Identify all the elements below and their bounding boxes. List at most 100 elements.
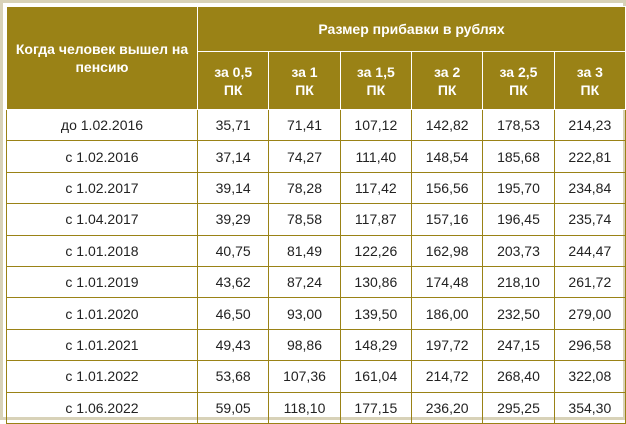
column-header-line2: ПК	[295, 81, 314, 98]
column-header-line2: ПК	[223, 81, 243, 98]
date-cell: до 1.02.2016	[6, 108, 198, 142]
value-cell: 236,20	[410, 391, 484, 424]
value-cell: 53,68	[196, 360, 270, 393]
table-body: до 1.02.2016 35,71 71,41 107,12 142,82 178,53…	[6, 108, 626, 424]
value-cell: 35,71	[196, 108, 270, 142]
value-cell: 87,24	[268, 265, 341, 299]
value-cell: 43,62	[196, 265, 270, 299]
column-header-line1: за 3	[576, 63, 603, 80]
date-cell: с 1.06.2022	[6, 391, 198, 424]
row-header-label: Когда человек вышел на пенсию	[15, 41, 189, 75]
value-cell: 195,70	[482, 171, 555, 205]
value-cell: 279,00	[553, 297, 626, 330]
column-header-line1: за 0,5	[214, 63, 253, 80]
value-cell: 39,14	[196, 171, 270, 205]
value-cell: 203,73	[482, 234, 555, 267]
value-cell: 71,41	[268, 108, 341, 142]
column-header: за 0,5 ПК	[196, 51, 270, 110]
date-cell: с 1.01.2021	[6, 328, 198, 362]
column-header-line2: ПК	[366, 81, 386, 98]
column-header: за 2 ПК	[410, 51, 484, 110]
table-row: с 1.04.2017 39,29 78,58 117,87 157,16 196,45 2…	[6, 203, 626, 236]
value-cell: 162,98	[410, 234, 484, 267]
date-cell: с 1.01.2019	[6, 265, 198, 299]
value-cell: 78,58	[268, 203, 341, 236]
date-cell: с 1.01.2022	[6, 360, 198, 393]
value-cell: 222,81	[553, 140, 626, 173]
value-cell: 196,45	[482, 203, 555, 236]
value-cell: 296,58	[553, 328, 626, 362]
value-cell: 178,53	[482, 108, 555, 142]
value-cell: 40,75	[196, 234, 270, 267]
value-cell: 174,48	[410, 265, 484, 299]
table-row: с 1.01.2022 53,68 107,36 161,04 214,72 268,40…	[6, 360, 626, 393]
value-cell: 295,25	[482, 391, 555, 424]
value-cell: 156,56	[410, 171, 484, 205]
value-cell: 74,27	[268, 140, 341, 173]
column-header: за 2,5 ПК	[482, 51, 555, 110]
column-header-line2: ПК	[437, 81, 457, 98]
value-cell: 235,74	[553, 203, 626, 236]
date-cell: с 1.02.2017	[6, 171, 198, 205]
value-cell: 268,40	[482, 360, 555, 393]
value-cell: 93,00	[268, 297, 341, 330]
value-cell: 161,04	[339, 360, 412, 393]
column-header-line2: ПК	[580, 81, 600, 98]
value-cell: 49,43	[196, 328, 270, 362]
value-cell: 37,14	[196, 140, 270, 173]
date-cell: с 1.02.2016	[6, 140, 198, 173]
value-cell: 244,47	[553, 234, 626, 267]
value-cell: 185,68	[482, 140, 555, 173]
value-cell: 261,72	[553, 265, 626, 299]
value-cell: 107,12	[339, 108, 412, 142]
value-cell: 232,50	[482, 297, 555, 330]
pension-increase-table: Когда человек вышел на пенсию Размер при…	[6, 6, 626, 424]
column-header: за 1,5 ПК	[339, 51, 412, 110]
value-cell: 186,00	[410, 297, 484, 330]
date-cell: с 1.01.2018	[6, 234, 198, 267]
value-cell: 214,72	[410, 360, 484, 393]
column-header-line1: за 2,5	[499, 63, 538, 80]
table-row: с 1.01.2020 46,50 93,00 139,50 186,00 232,50 2…	[6, 297, 626, 330]
column-header: за 1 ПК	[268, 51, 341, 110]
value-cell: 122,26	[339, 234, 412, 267]
value-cell: 98,86	[268, 328, 341, 362]
value-cell: 111,40	[339, 140, 412, 173]
table-row: с 1.02.2016 37,14 74,27 111,40 148,54 185,68 2…	[6, 140, 626, 173]
value-cell: 197,72	[410, 328, 484, 362]
group-header-cell: Размер прибавки в рублях	[197, 6, 626, 52]
value-cell: 214,23	[553, 108, 626, 142]
row-header-cell: Когда человек вышел на пенсию	[6, 6, 198, 110]
column-header-line2: ПК	[509, 81, 528, 98]
value-cell: 142,82	[410, 108, 484, 142]
table-row: с 1.06.2022 59,05 118,10 177,15 236,20 295,25…	[6, 391, 626, 424]
value-cell: 117,87	[339, 203, 412, 236]
value-cell: 148,54	[410, 140, 484, 173]
value-cell: 354,30	[553, 391, 626, 424]
column-header-line1: за 1,5	[356, 63, 395, 80]
value-cell: 157,16	[410, 203, 484, 236]
value-cell: 39,29	[196, 203, 270, 236]
header-row-top: Когда человек вышел на пенсию Размер при…	[6, 6, 626, 110]
value-cell: 118,10	[268, 391, 341, 424]
value-cell: 107,36	[268, 360, 341, 393]
header-row-columns: за 0,5 ПК за 1 ПК за 1,5 ПК за 2 ПК за 2,5 ПК…	[7, 51, 626, 110]
value-cell: 139,50	[339, 297, 412, 330]
value-cell: 148,29	[339, 328, 412, 362]
table-row: с 1.01.2019 43,62 87,24 130,86 174,48 218,10 2…	[6, 265, 626, 299]
value-cell: 81,49	[268, 234, 341, 267]
value-cell: 177,15	[339, 391, 412, 424]
value-cell: 218,10	[482, 265, 555, 299]
table-row: с 1.01.2018 40,75 81,49 122,26 162,98 203,73 2…	[6, 234, 626, 267]
table-row: с 1.01.2021 49,43 98,86 148,29 197,72 247,15 2…	[6, 328, 626, 362]
table-row: до 1.02.2016 35,71 71,41 107,12 142,82 178,53…	[6, 108, 626, 142]
column-header: за 3 ПК	[553, 51, 626, 110]
table-row: с 1.02.2017 39,14 78,28 117,42 156,56 195,70 2…	[6, 171, 626, 205]
column-header-line1: за 2	[434, 63, 461, 80]
value-cell: 46,50	[196, 297, 270, 330]
value-cell: 322,08	[553, 360, 626, 393]
value-cell: 247,15	[482, 328, 555, 362]
value-cell: 78,28	[268, 171, 341, 205]
group-header-label: Размер прибавки в рублях	[318, 21, 505, 37]
